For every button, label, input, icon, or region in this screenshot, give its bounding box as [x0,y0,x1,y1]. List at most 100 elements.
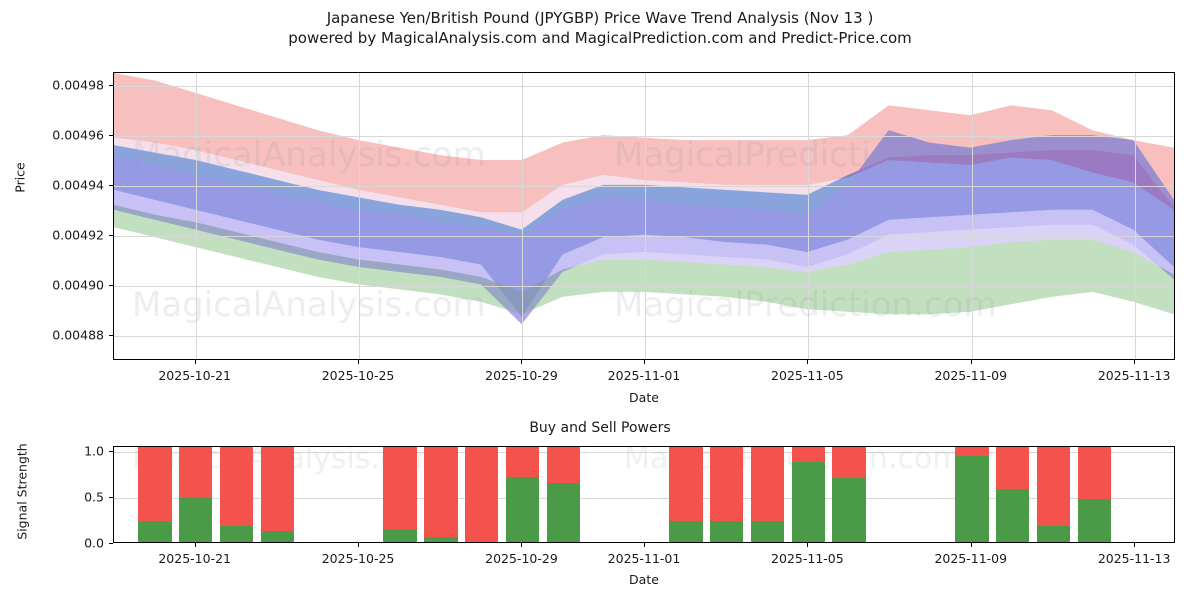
bar-segment-buy-power [955,455,989,542]
bar-stack[interactable] [1077,447,1112,542]
gridline-vertical [1135,73,1137,359]
bar-stack[interactable] [1036,447,1071,542]
bar-stack[interactable] [138,447,172,542]
bar-segment-buy-power [791,461,826,542]
bar-x-tick: 2025-11-09 [934,551,1008,566]
gridline-vertical [359,73,361,359]
bar-stack[interactable] [709,447,744,542]
bar-segment-sell-power [505,447,540,478]
bar-x-tick: 2025-11-05 [771,551,844,566]
bar-segment-sell-power [138,447,172,521]
price-x-tick-mark [521,360,523,364]
price-y-tick: 0.00490 [52,277,104,293]
bar-segment-sell-power [1077,447,1112,500]
gridline-horizontal [114,235,1174,237]
price-y-tick-mark [109,84,113,86]
bar-x-tick-mark [358,543,360,547]
gridline-horizontal [114,85,1174,87]
price-y-tick-mark [109,284,113,286]
price-x-tick-mark [1134,360,1136,364]
bar-segment-buy-power [138,520,172,542]
price-x-tick: 2025-11-09 [934,368,1008,383]
price-band-purple [114,130,1174,325]
bar-x-tick-mark [644,543,645,547]
bar-stack[interactable] [669,447,703,542]
price-y-tick: 0.00492 [52,227,104,243]
bar-x-tick-mark [1134,543,1136,547]
bar-stack[interactable] [832,447,866,542]
bar-stack[interactable] [791,447,826,542]
bar-y-tick-mark [109,496,113,498]
bar-segment-buy-power [669,520,703,542]
bar-y-tick: 0.0 [84,535,104,551]
bar-stack[interactable] [505,447,540,542]
bar-segment-sell-power [219,447,254,526]
signal-strength-y-axis-label: Signal Strength [14,443,30,540]
price-x-tick: 2025-11-01 [607,368,681,383]
bar-x-tick: 2025-10-21 [158,551,232,566]
bar-segment-buy-power [546,482,581,542]
bar-y-tick: 1.0 [84,443,104,459]
price-y-tick-mark [109,234,113,236]
price-band-blue [114,145,1174,317]
bar-x-axis-label: Date [629,572,659,587]
price-y-tick-mark [109,334,113,336]
bar-segment-buy-power [995,488,1030,542]
gridline-horizontal [114,451,1174,453]
bar-x-tick-mark [521,543,523,547]
price-y-axis-label: Price [12,162,28,193]
bar-stack[interactable] [955,447,989,542]
price-x-tick-mark [807,360,809,364]
gridline-vertical [645,73,646,359]
bar-segment-sell-power [260,447,295,532]
bar-segment-buy-power [1077,499,1112,542]
price-x-tick-mark [970,360,972,364]
price-y-tick: 0.00494 [52,177,104,193]
gridline-vertical [971,73,973,359]
price-x-tick: 2025-10-29 [485,368,558,383]
bar-stack[interactable] [260,447,295,542]
gridline-horizontal [114,135,1174,137]
bar-segment-sell-power [464,447,499,542]
price-x-tick: 2025-11-05 [771,368,844,383]
bar-segment-buy-power [260,531,295,542]
price-y-tick-mark [109,184,113,186]
bar-stack[interactable] [219,447,254,542]
gridline-horizontal [114,285,1174,287]
bar-stack[interactable] [995,447,1030,542]
price-band-overlay [114,204,1174,325]
gridline-vertical [522,73,524,359]
bar-x-tick: 2025-10-29 [485,551,558,566]
bar-y-tick-mark [109,450,113,452]
bar-stack[interactable] [546,447,581,542]
bar-x-tick: 2025-11-01 [607,551,681,566]
price-y-tick: 0.00488 [52,327,104,343]
bar-x-tick: 2025-11-13 [1097,551,1171,566]
bar-segment-sell-power [791,447,826,462]
bar-segment-sell-power [750,447,785,521]
bar-segment-buy-power [505,477,540,542]
bar-segment-buy-power [178,498,213,542]
price-x-tick: 2025-11-13 [1097,368,1171,383]
bar-segment-buy-power [1036,525,1071,542]
bar-segment-buy-power [709,520,744,542]
bar-segment-sell-power [1036,447,1071,526]
page-subtitle: powered by MagicalAnalysis.com and Magic… [288,29,912,47]
gridline-horizontal [114,497,1174,499]
bar-stack[interactable] [464,447,499,542]
bar-segment-buy-power [750,520,785,542]
price-band-red [114,73,1174,213]
bar-stack[interactable] [424,447,458,542]
bar-segment-sell-power [546,447,581,483]
bar-stack[interactable] [750,447,785,542]
bar-stack[interactable] [383,447,417,542]
bar-x-tick-mark [970,543,972,547]
bar-y-tick-mark [109,543,113,544]
bar-y-tick: 0.5 [84,489,104,505]
bar-x-tick-mark [807,543,809,547]
page-title: Japanese Yen/British Pound (JPYGBP) Pric… [326,9,874,27]
price-x-axis-label: Date [629,390,659,405]
bar-stack[interactable] [178,447,213,542]
price-y-tick-mark [109,134,113,136]
bar-segment-sell-power [955,447,989,456]
